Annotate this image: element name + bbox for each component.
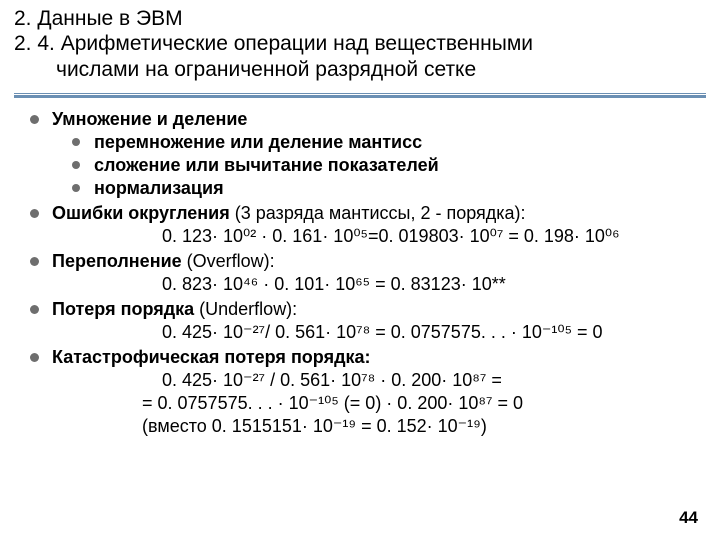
overflow-heading: Переполнение xyxy=(52,251,182,271)
muldiv-sublist: перемножение или деление мантисс сложени… xyxy=(52,131,706,200)
item-underflow: Потеря порядка (Underflow): 0. 425· 10⁻²… xyxy=(30,298,706,344)
underflow-heading: Потеря порядка xyxy=(52,299,194,319)
bullet-list: Умножение и деление перемножение или дел… xyxy=(14,108,706,438)
item-overflow: Переполнение (Overflow): 0. 823· 10⁴⁶ · … xyxy=(30,250,706,296)
catastrophic-expr-2: = 0. 0757575. . . · 10⁻¹⁰⁵ (= 0) · 0. 20… xyxy=(52,392,706,415)
rounding-expr: 0. 123· 10⁰² · 0. 161· 10⁰⁵=0. 019803· 1… xyxy=(52,225,706,248)
underflow-expr: 0. 425· 10⁻²⁷/ 0. 561· 10⁷⁸ = 0. 0757575… xyxy=(52,321,706,344)
title-block: 2. Данные в ЭВМ 2. 4. Арифметические опе… xyxy=(0,0,720,88)
item-rounding: Ошибки округления (3 разряда мантиссы, 2… xyxy=(30,202,706,248)
title-line-3: числами на ограниченной разрядной сетке xyxy=(14,57,706,83)
overflow-tail: (Overflow): xyxy=(182,251,275,271)
underflow-tail: (Underflow): xyxy=(194,299,297,319)
content: Умножение и деление перемножение или дел… xyxy=(0,100,720,438)
muldiv-sub-1: перемножение или деление мантисс xyxy=(72,131,706,154)
overflow-expr: 0. 823· 10⁴⁶ · 0. 101· 10⁶⁵ = 0. 83123· … xyxy=(52,273,706,296)
rounding-tail: (3 разряда мантиссы, 2 - порядка): xyxy=(230,203,526,223)
item-catastrophic: Катастрофическая потеря порядка: 0. 425·… xyxy=(30,346,706,438)
slide: 2. Данные в ЭВМ 2. 4. Арифметические опе… xyxy=(0,0,720,540)
catastrophic-expr-1: 0. 425· 10⁻²⁷ / 0. 561· 10⁷⁸ · 0. 200· 1… xyxy=(52,369,706,392)
title-underline xyxy=(14,92,706,98)
muldiv-heading: Умножение и деление xyxy=(52,109,247,129)
catastrophic-heading: Катастрофическая потеря порядка: xyxy=(52,347,371,367)
muldiv-sub-3: нормализация xyxy=(72,177,706,200)
page-number: 44 xyxy=(679,508,698,528)
item-muldiv: Умножение и деление перемножение или дел… xyxy=(30,108,706,200)
rounding-heading: Ошибки округления xyxy=(52,203,230,223)
muldiv-sub-2: сложение или вычитание показателей xyxy=(72,154,706,177)
title-line-2: 2. 4. Арифметические операции над вещест… xyxy=(14,31,706,57)
title-line-1: 2. Данные в ЭВМ xyxy=(14,6,706,31)
catastrophic-expr-3: (вместо 0. 1515151· 10⁻¹⁹ = 0. 152· 10⁻¹… xyxy=(52,415,706,438)
